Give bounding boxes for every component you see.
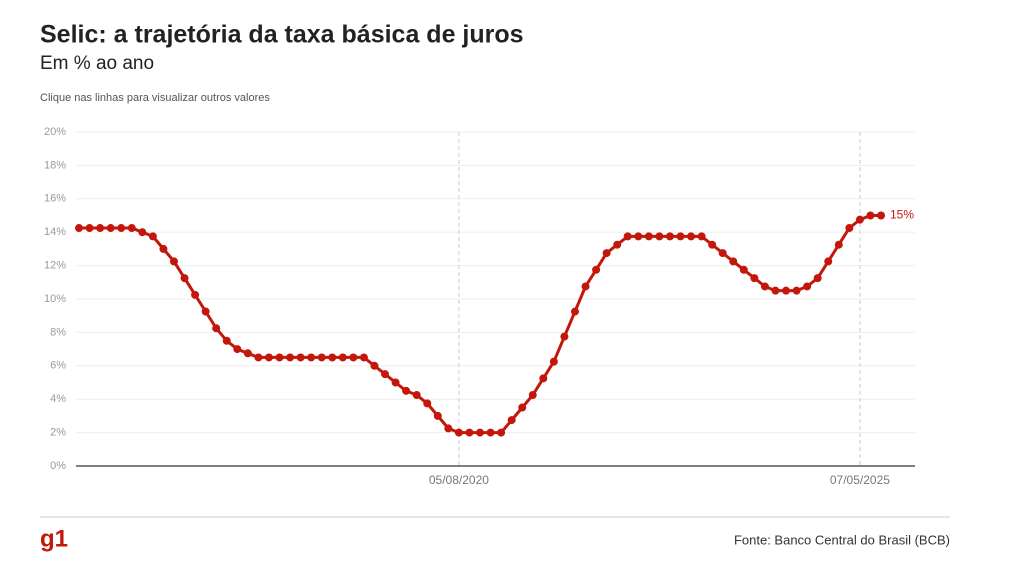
point[interactable] xyxy=(528,391,537,400)
source: Fonte: Banco Central do Brasil (BCB) xyxy=(734,532,950,547)
point[interactable] xyxy=(697,232,706,241)
point[interactable] xyxy=(222,336,231,345)
point[interactable] xyxy=(845,224,854,233)
point[interactable] xyxy=(760,282,769,291)
point[interactable] xyxy=(507,416,516,425)
point[interactable] xyxy=(275,353,284,362)
point[interactable] xyxy=(138,228,147,237)
point[interactable] xyxy=(687,232,696,241)
series-line[interactable] xyxy=(79,214,881,435)
point[interactable] xyxy=(539,374,548,383)
point[interactable] xyxy=(613,240,622,249)
point[interactable] xyxy=(581,282,590,291)
point[interactable] xyxy=(634,232,643,241)
x-tick-label: 05/08/2020 xyxy=(429,473,489,487)
y-tick-label: 4% xyxy=(50,393,66,405)
point[interactable] xyxy=(834,240,843,249)
y-tick-label: 16% xyxy=(44,193,66,205)
point[interactable] xyxy=(644,232,653,241)
point[interactable] xyxy=(191,290,200,299)
point[interactable] xyxy=(792,286,801,295)
point[interactable] xyxy=(328,353,337,362)
point[interactable] xyxy=(180,274,189,283)
point[interactable] xyxy=(465,428,474,437)
point[interactable] xyxy=(476,428,484,437)
point[interactable] xyxy=(729,257,738,266)
note: Clique nas linhas para visualizar outros… xyxy=(40,92,270,104)
point[interactable] xyxy=(855,215,864,224)
data-label: 15% xyxy=(890,208,914,222)
point[interactable] xyxy=(85,224,94,233)
point[interactable] xyxy=(201,307,210,316)
point[interactable] xyxy=(159,244,168,253)
point[interactable] xyxy=(243,349,252,358)
point[interactable] xyxy=(813,274,822,283)
y-tick-label: 6% xyxy=(50,360,66,372)
y-tick-label: 8% xyxy=(50,326,66,338)
point[interactable] xyxy=(169,257,178,266)
point[interactable] xyxy=(560,332,569,341)
point[interactable] xyxy=(307,353,316,362)
y-tick-label: 0% xyxy=(50,460,66,472)
point[interactable] xyxy=(518,403,527,412)
point[interactable] xyxy=(349,353,358,362)
point[interactable] xyxy=(370,361,379,370)
y-tick-label: 18% xyxy=(44,159,66,171)
logo: g1 xyxy=(40,525,68,552)
point[interactable] xyxy=(117,224,126,233)
point[interactable] xyxy=(824,257,833,266)
point[interactable] xyxy=(739,265,748,274)
point[interactable] xyxy=(391,378,400,387)
chart-title: Selic: a trajetória da taxa básica de ju… xyxy=(40,21,524,49)
point[interactable] xyxy=(602,249,611,258)
point[interactable] xyxy=(286,353,295,362)
point[interactable] xyxy=(771,286,780,295)
point[interactable] xyxy=(708,240,717,249)
point[interactable] xyxy=(423,399,432,408)
point[interactable] xyxy=(454,428,463,437)
point[interactable] xyxy=(381,370,390,379)
point[interactable] xyxy=(877,211,885,220)
y-tick-label: 2% xyxy=(50,427,66,439)
x-tick-label: 07/05/2025 xyxy=(830,473,890,487)
point[interactable] xyxy=(592,265,601,274)
point[interactable] xyxy=(750,274,759,283)
y-tick-label: 10% xyxy=(44,293,66,305)
point[interactable] xyxy=(106,224,115,233)
point[interactable] xyxy=(570,307,579,316)
point[interactable] xyxy=(623,232,632,241)
point[interactable] xyxy=(75,224,83,233)
point[interactable] xyxy=(444,424,453,433)
point[interactable] xyxy=(96,224,105,233)
y-tick-label: 20% xyxy=(44,126,66,138)
chart-subtitle: Em % ao ano xyxy=(40,53,154,74)
y-tick-label: 12% xyxy=(44,260,66,272)
point[interactable] xyxy=(665,232,674,241)
point[interactable] xyxy=(338,353,347,362)
point[interactable] xyxy=(264,353,273,362)
point[interactable] xyxy=(803,282,812,291)
point[interactable] xyxy=(782,286,791,295)
point[interactable] xyxy=(402,386,411,395)
point[interactable] xyxy=(233,345,242,354)
y-tick-label: 14% xyxy=(44,226,66,238)
point[interactable] xyxy=(866,211,875,220)
point[interactable] xyxy=(486,428,495,437)
point[interactable] xyxy=(676,232,685,241)
point[interactable] xyxy=(433,411,442,420)
point[interactable] xyxy=(296,353,305,362)
point[interactable] xyxy=(148,232,157,241)
point[interactable] xyxy=(359,353,368,362)
point[interactable] xyxy=(127,224,136,233)
point[interactable] xyxy=(317,353,326,362)
point[interactable] xyxy=(655,232,664,241)
point[interactable] xyxy=(497,428,506,437)
point[interactable] xyxy=(549,357,558,366)
point[interactable] xyxy=(212,324,221,333)
point[interactable] xyxy=(254,353,263,362)
point[interactable] xyxy=(412,391,421,400)
point[interactable] xyxy=(718,249,727,258)
